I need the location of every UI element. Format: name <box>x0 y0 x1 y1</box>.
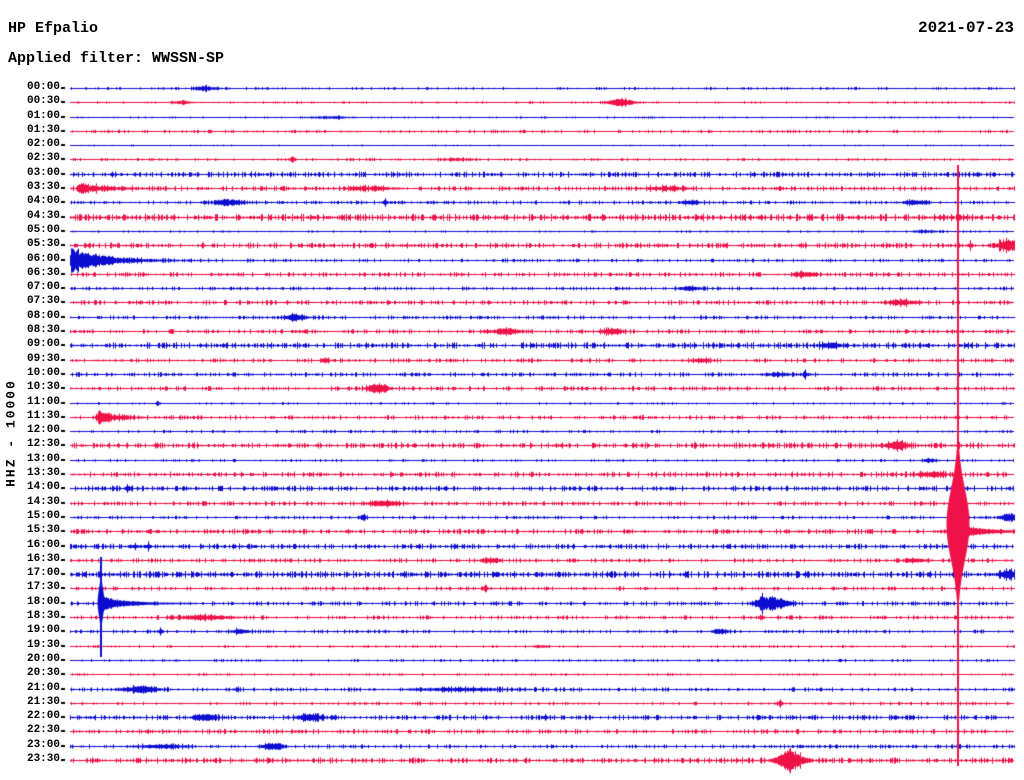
time-label: 15:30 <box>26 524 60 536</box>
time-label: 07:30 <box>26 295 60 307</box>
time-label: 06:30 <box>26 267 60 279</box>
time-label: 02:30 <box>26 152 60 164</box>
time-label: 23:30 <box>26 753 60 765</box>
time-label: 00:30 <box>26 95 60 107</box>
time-label: 11:30 <box>26 410 60 422</box>
time-label: 21:30 <box>26 696 60 708</box>
time-label: 15:00 <box>26 510 60 522</box>
time-label: 22:00 <box>26 710 60 722</box>
time-label: 18:30 <box>26 610 60 622</box>
time-label: 05:30 <box>26 238 60 250</box>
time-label: 19:00 <box>26 624 60 636</box>
time-label: 01:30 <box>26 124 60 136</box>
time-label: 21:00 <box>26 682 60 694</box>
time-label: 16:00 <box>26 539 60 551</box>
time-label: 16:30 <box>26 553 60 565</box>
time-label: 04:30 <box>26 210 60 222</box>
time-label: 06:00 <box>26 253 60 265</box>
time-label: 08:00 <box>26 310 60 322</box>
time-label: 02:00 <box>26 138 60 150</box>
time-label: 18:00 <box>26 596 60 608</box>
time-label: 14:30 <box>26 496 60 508</box>
time-label: 10:30 <box>26 381 60 393</box>
time-label: 08:30 <box>26 324 60 336</box>
time-label: 17:00 <box>26 567 60 579</box>
time-label: 20:30 <box>26 667 60 679</box>
time-label: 09:30 <box>26 353 60 365</box>
time-label: 23:00 <box>26 739 60 751</box>
time-label: 13:30 <box>26 467 60 479</box>
time-label: 09:00 <box>26 338 60 350</box>
time-label: 13:00 <box>26 453 60 465</box>
time-label: 00:00 <box>26 81 60 93</box>
time-label: 22:30 <box>26 724 60 736</box>
time-label: 14:00 <box>26 481 60 493</box>
time-label: 19:30 <box>26 639 60 651</box>
time-label: 12:30 <box>26 438 60 450</box>
time-label: 01:00 <box>26 110 60 122</box>
time-label: 03:00 <box>26 167 60 179</box>
time-label: 11:00 <box>26 396 60 408</box>
time-label: 04:00 <box>26 195 60 207</box>
time-label: 10:00 <box>26 367 60 379</box>
time-label: 12:00 <box>26 424 60 436</box>
time-label: 17:30 <box>26 581 60 593</box>
time-label: 05:00 <box>26 224 60 236</box>
time-label: 07:00 <box>26 281 60 293</box>
time-label: 03:30 <box>26 181 60 193</box>
time-label: 20:00 <box>26 653 60 665</box>
